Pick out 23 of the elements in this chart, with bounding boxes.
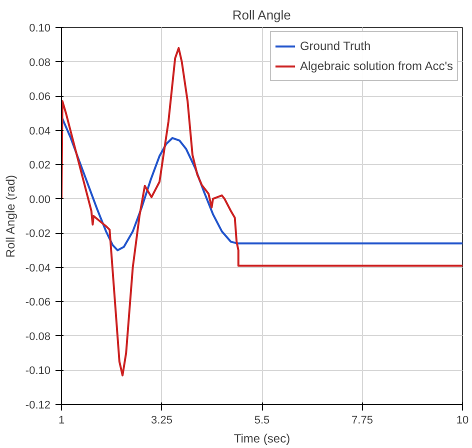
x-axis-title: Time (sec) bbox=[234, 432, 290, 446]
y-tick-label: -0.06 bbox=[25, 296, 51, 309]
legend-label: Algebraic solution from Acc's bbox=[300, 59, 453, 73]
y-tick-label: -0.04 bbox=[25, 262, 51, 274]
x-tick-label: 5.5 bbox=[254, 414, 270, 426]
y-tick-label: 0.00 bbox=[29, 194, 51, 206]
x-tick-label: 10 bbox=[456, 414, 469, 426]
y-tick-label: 0.06 bbox=[29, 91, 51, 104]
y-axis-title: Roll Angle (rad) bbox=[3, 174, 18, 258]
y-tick-label: -0.02 bbox=[25, 228, 51, 240]
y-tick-label: -0.10 bbox=[25, 365, 51, 378]
y-tick-label: 0.08 bbox=[29, 56, 51, 69]
x-tick-label: 3.25 bbox=[151, 414, 172, 426]
y-tick-label: -0.12 bbox=[25, 400, 51, 412]
y-tick-label: 0.04 bbox=[29, 125, 51, 138]
x-tick-label: 7.75 bbox=[352, 414, 373, 426]
y-tick-label: 0.02 bbox=[29, 160, 51, 172]
line-series bbox=[62, 116, 462, 252]
chart-title: Roll Angle bbox=[232, 8, 291, 22]
x-tick-label: 1 bbox=[58, 414, 65, 426]
legend-label: Ground Truth bbox=[300, 39, 371, 53]
y-tick-label: -0.08 bbox=[25, 330, 51, 343]
y-tick-label: 0.10 bbox=[29, 22, 51, 34]
